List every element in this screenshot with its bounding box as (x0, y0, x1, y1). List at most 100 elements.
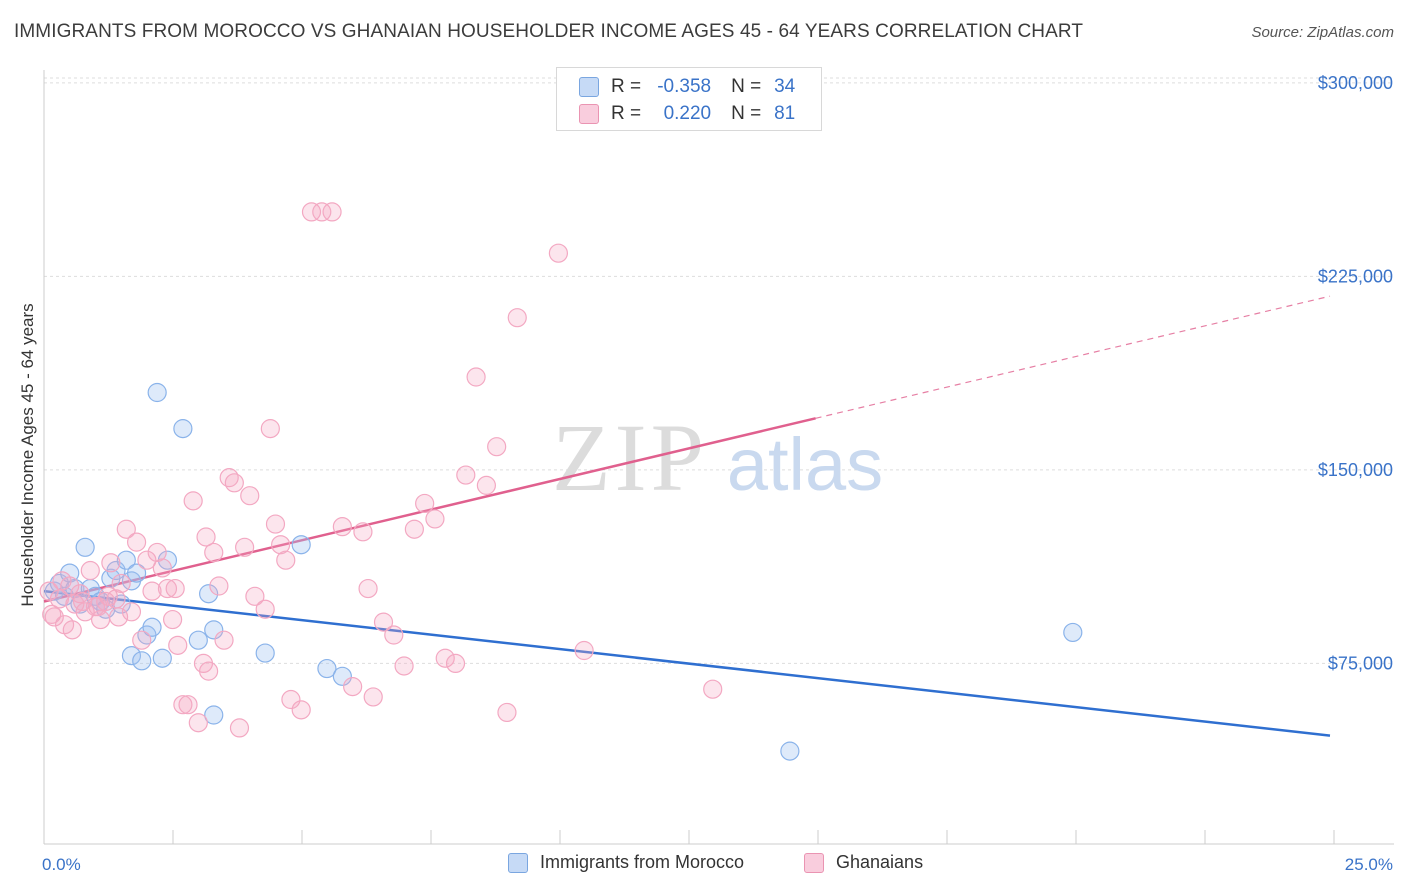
ghanaians-point-21 (147, 542, 167, 563)
ghanaians-point-20 (142, 581, 162, 601)
morocco-point-17 (126, 563, 147, 583)
ghanaians-point-55 (373, 612, 394, 632)
ghanaians-point-51 (332, 517, 352, 537)
morocco-point-6 (75, 537, 95, 557)
morocco-point-18 (132, 651, 152, 671)
ghanaians-point-78 (703, 679, 723, 699)
legend-swatch-morocco (579, 77, 599, 97)
morocco-point-2 (54, 586, 75, 606)
tick-labels: $75,000 $150,000 $225,000 $300,000 0.0% 25.0% (42, 73, 1393, 874)
ghanaians-point-37 (229, 718, 250, 738)
watermark-atlas: atlas (727, 423, 883, 506)
ghanaians-point-15 (116, 519, 136, 539)
y-tick-label-0: $75,000 (1328, 653, 1393, 673)
legend-r-value-morocco: -0.358 (657, 76, 712, 97)
ghanaians-point-42 (260, 419, 280, 439)
watermark-zip: ZIP (552, 404, 708, 511)
trend-lines (43, 295, 1331, 737)
ghanaians-point-0 (39, 581, 59, 601)
ghanaians-point-68 (507, 308, 527, 328)
legend-row-ghanaians: R = 0.220 N = 81 (579, 101, 795, 127)
ghanaians-point-54 (363, 687, 383, 707)
ghanaians-point-57 (394, 656, 414, 676)
legend-n-value-ghanaians: 81 (774, 103, 796, 124)
morocco-point-32 (332, 666, 352, 686)
ghanaians-point-59 (415, 493, 435, 514)
morocco-point-27 (204, 620, 224, 640)
y-tick-label-1: $150,000 (1318, 460, 1393, 480)
trend-line-ghanaians (43, 417, 816, 603)
y-tick-label-3: $300,000 (1318, 73, 1393, 93)
morocco-point-33 (780, 741, 800, 761)
ghanaians-point-49 (312, 202, 332, 222)
watermark: ZIP atlas (552, 404, 883, 511)
ghanaians-point-8 (80, 560, 100, 581)
series-legend-morocco[interactable]: Immigrants from Morocco (508, 852, 744, 873)
data-points (39, 202, 1083, 761)
series-legend: Immigrants from Morocco Ghanaians (0, 852, 1406, 878)
ghanaians-point-60 (425, 509, 445, 529)
ghanaians-point-6 (70, 584, 90, 604)
ghanaians-point-66 (487, 437, 507, 457)
ghanaians-point-71 (42, 604, 62, 624)
ghanaians-point-31 (199, 661, 219, 681)
ghanaians-point-46 (281, 689, 301, 710)
ghanaians-point-77 (108, 607, 129, 627)
ghanaians-point-23 (157, 578, 178, 599)
series-swatch-ghanaians (804, 852, 824, 873)
series-label-ghanaians: Ghanaians (836, 852, 924, 872)
correlation-legend: R = -0.358 N = 34 R = 0.220 N = 81 (556, 67, 822, 131)
ghanaians-point-14 (111, 573, 131, 594)
ghanaians-point-36 (224, 473, 244, 493)
ghanaians-point-75 (88, 597, 108, 617)
ghanaians-point-43 (265, 514, 286, 534)
ghanaians-point-24 (163, 609, 183, 630)
trend-extension-ghanaians (815, 295, 1331, 419)
ghanaians-point-22 (152, 558, 172, 578)
morocco-point-28 (204, 705, 224, 725)
chart-title: IMMIGRANTS FROM MOROCCO VS GHANAIAN HOUS… (14, 21, 1084, 42)
ghanaians-point-73 (62, 620, 82, 640)
series-legend-ghanaians[interactable]: Ghanaians (804, 852, 923, 873)
ghanaians-point-40 (245, 586, 265, 606)
ghanaians-point-19 (137, 550, 157, 570)
ghanaians-point-47 (291, 700, 311, 720)
morocco-point-26 (199, 584, 219, 604)
ghanaians-point-76 (98, 586, 118, 606)
ghanaians-point-52 (343, 677, 363, 697)
gridlines (44, 77, 1394, 664)
ghanaians-point-63 (456, 465, 476, 485)
ghanaians-point-5 (65, 594, 85, 614)
legend-swatch-ghanaians (579, 104, 599, 124)
ghanaians-point-69 (548, 243, 569, 263)
legend-n-label: N = (731, 76, 762, 97)
ghanaians-point-16 (121, 602, 142, 622)
morocco-point-22 (152, 648, 172, 668)
morocco-point-20 (142, 617, 162, 637)
morocco-point-14 (116, 550, 136, 570)
legend-row-morocco: R = -0.358 N = 34 (579, 74, 795, 100)
ghanaians-point-38 (235, 537, 255, 557)
ghanaians-point-25 (168, 635, 188, 655)
ghanaians-point-12 (101, 553, 121, 573)
ghanaians-point-53 (353, 522, 373, 542)
x-tick-label-0: 0.0% (42, 855, 81, 874)
ghanaians-point-26 (173, 695, 193, 715)
morocco-point-31 (317, 658, 337, 679)
ghanaians-point-79 (165, 578, 185, 599)
ghanaians-point-32 (204, 542, 224, 563)
ghanaians-point-70 (574, 640, 594, 661)
morocco-point-29 (255, 643, 275, 663)
legend-n-value-morocco: 34 (774, 76, 796, 97)
x-tick-label-1: 25.0% (1345, 855, 1393, 874)
ghanaians-point-34 (214, 630, 234, 650)
series-label-morocco: Immigrants from Morocco (540, 852, 745, 872)
ghanaians-point-67 (497, 702, 517, 723)
ghanaians-point-50 (322, 202, 342, 222)
legend-r-label: R = (611, 76, 642, 97)
ghanaians-point-74 (72, 591, 93, 612)
ghanaians-point-18 (132, 630, 152, 650)
morocco-point-21 (147, 382, 167, 403)
ghanaians-point-72 (52, 571, 72, 591)
